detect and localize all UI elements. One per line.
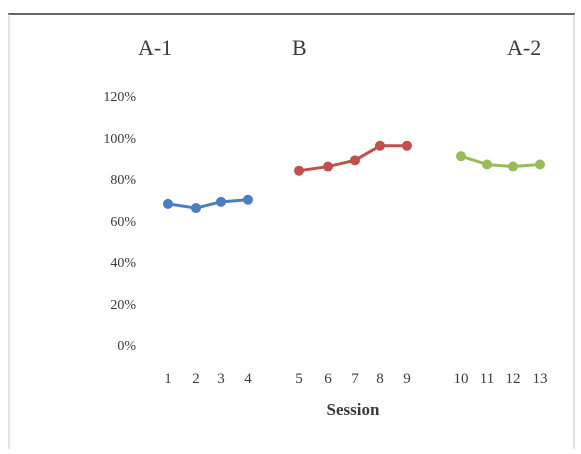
data-point-session-5 (294, 165, 304, 176)
phase-label-a1: A-1 (138, 35, 172, 60)
data-point-session-3 (216, 196, 226, 207)
y-tick-60: 60% (110, 215, 136, 230)
data-point-session-4 (243, 194, 253, 205)
y-tick-80: 80% (110, 173, 136, 188)
x-tick-13: 13 (533, 371, 548, 387)
y-tick-40: 40% (110, 256, 136, 271)
data-point-session-11 (482, 159, 492, 170)
y-tick-100: 100% (103, 132, 136, 147)
x-tick-10: 10 (454, 371, 469, 387)
y-tick-120: 120% (103, 90, 136, 105)
phase-label-a2: A-2 (507, 35, 541, 60)
x-tick-6: 6 (324, 371, 332, 387)
data-point-session-7 (350, 155, 360, 166)
data-point-session-12 (508, 161, 518, 172)
x-tick-7: 7 (351, 371, 359, 387)
data-point-session-9 (402, 140, 412, 151)
x-axis-ticks: 1 2 3 4 5 6 7 8 9 10 11 12 13 (164, 371, 547, 387)
x-tick-1: 1 (164, 371, 172, 387)
x-tick-12: 12 (506, 371, 521, 387)
data-point-session-6 (323, 161, 333, 172)
y-tick-20: 20% (110, 298, 136, 313)
series-line-a-1 (167, 198, 249, 210)
data-point-session-2 (191, 203, 201, 214)
phase-labels: A-1 B A-2 (138, 35, 541, 60)
data-point-session-10 (456, 151, 466, 162)
x-tick-11: 11 (480, 371, 494, 387)
data-point-session-1 (163, 198, 173, 209)
series-line-a-2 (460, 154, 541, 169)
y-tick-0: 0% (117, 339, 136, 354)
data-point-session-8 (375, 140, 385, 151)
x-tick-3: 3 (217, 371, 225, 387)
x-tick-8: 8 (376, 371, 384, 387)
x-tick-9: 9 (403, 371, 411, 387)
x-axis-label: Session (327, 400, 380, 419)
x-tick-4: 4 (244, 371, 252, 387)
x-tick-2: 2 (192, 371, 200, 387)
y-axis-ticks: 0% 20% 40% 60% 80% 100% 120% (103, 90, 136, 354)
x-tick-5: 5 (295, 371, 303, 387)
series-points (163, 140, 545, 214)
phase-label-b: B (292, 35, 307, 60)
data-point-session-13 (535, 159, 545, 170)
